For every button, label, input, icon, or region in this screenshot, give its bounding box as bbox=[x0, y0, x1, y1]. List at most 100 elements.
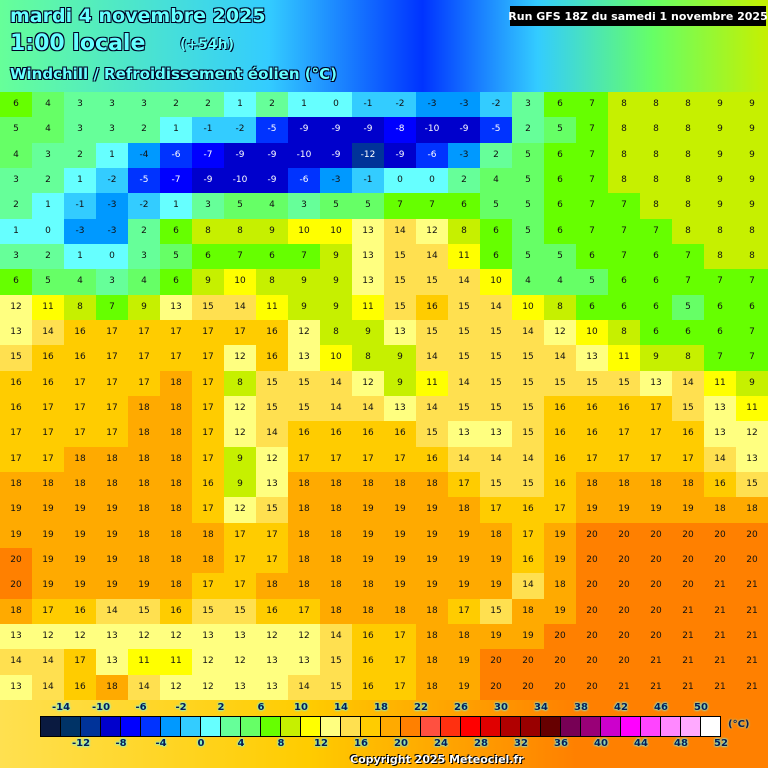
grid-value: 15 bbox=[192, 598, 224, 624]
grid-value: 5 bbox=[352, 193, 384, 219]
grid-value: 5 bbox=[512, 142, 544, 168]
grid-value: 20 bbox=[640, 598, 672, 624]
grid-value: 18 bbox=[192, 548, 224, 574]
grid-value: 4 bbox=[512, 269, 544, 295]
grid-value: 17 bbox=[128, 320, 160, 346]
grid-value: 4 bbox=[0, 142, 32, 168]
grid-value: 17 bbox=[128, 370, 160, 396]
grid-value: 14 bbox=[480, 446, 512, 472]
grid-value: 18 bbox=[0, 598, 32, 624]
grid-value: -10 bbox=[224, 168, 256, 194]
grid-value: 8 bbox=[672, 193, 704, 219]
grid-value: 15 bbox=[320, 674, 352, 700]
grid-value: 15 bbox=[256, 396, 288, 422]
grid-value: 5 bbox=[672, 294, 704, 320]
grid-value: 20 bbox=[608, 624, 640, 650]
grid-value: 14 bbox=[512, 446, 544, 472]
grid-value: 20 bbox=[640, 522, 672, 548]
grid-value: 13 bbox=[288, 345, 320, 371]
grid-value: 20 bbox=[576, 649, 608, 675]
grid-value: 17 bbox=[128, 345, 160, 371]
grid-value: 18 bbox=[128, 396, 160, 422]
grid-value: 20 bbox=[704, 548, 736, 574]
grid-value: -9 bbox=[288, 117, 320, 143]
grid-value: 18 bbox=[160, 522, 192, 548]
grid-value: 14 bbox=[416, 345, 448, 371]
grid-value: 8 bbox=[672, 117, 704, 143]
grid-value: 16 bbox=[704, 472, 736, 498]
grid-value: 17 bbox=[192, 345, 224, 371]
grid-value: 7 bbox=[736, 269, 768, 295]
grid-value: 6 bbox=[640, 320, 672, 346]
grid-value: 20 bbox=[736, 522, 768, 548]
grid-value: 0 bbox=[320, 92, 352, 118]
grid-value: 6 bbox=[704, 294, 736, 320]
grid-value: 15 bbox=[576, 370, 608, 396]
grid-value: -5 bbox=[256, 117, 288, 143]
grid-value: 3 bbox=[96, 92, 128, 118]
legend-swatch bbox=[561, 717, 581, 736]
legend-tick-label: 8 bbox=[277, 738, 285, 749]
legend-swatch bbox=[141, 717, 161, 736]
grid-value: 13 bbox=[288, 649, 320, 675]
grid-value: 9 bbox=[320, 269, 352, 295]
grid-value: 8 bbox=[256, 269, 288, 295]
grid-value: 3 bbox=[64, 92, 96, 118]
legend-swatch bbox=[621, 717, 641, 736]
grid-value: 18 bbox=[128, 446, 160, 472]
grid-value: 5 bbox=[512, 193, 544, 219]
legend-swatch bbox=[61, 717, 81, 736]
grid-value: 6 bbox=[160, 218, 192, 244]
grid-value: 1 bbox=[96, 142, 128, 168]
grid-value: 9 bbox=[224, 472, 256, 498]
grid-value: 1 bbox=[64, 168, 96, 194]
grid-value: 20 bbox=[672, 522, 704, 548]
grid-value: 17 bbox=[608, 446, 640, 472]
legend-tick-label: 24 bbox=[434, 738, 448, 749]
grid-value: 19 bbox=[352, 497, 384, 523]
grid-value: 8 bbox=[224, 218, 256, 244]
grid-value: 20 bbox=[608, 548, 640, 574]
grid-value: 13 bbox=[0, 624, 32, 650]
grid-value: 19 bbox=[544, 598, 576, 624]
grid-value: 17 bbox=[192, 497, 224, 523]
grid-value: 12 bbox=[224, 649, 256, 675]
forecast-time: 1:00 locale bbox=[10, 31, 146, 56]
grid-value: -6 bbox=[160, 142, 192, 168]
grid-value: 17 bbox=[384, 649, 416, 675]
grid-value: 1 bbox=[160, 193, 192, 219]
grid-value: 16 bbox=[32, 345, 64, 371]
grid-value: 5 bbox=[32, 269, 64, 295]
grid-value: 0 bbox=[96, 244, 128, 270]
grid-value: 17 bbox=[512, 522, 544, 548]
legend-tick-label: 48 bbox=[674, 738, 688, 749]
grid-value: 17 bbox=[32, 396, 64, 422]
grid-value: 6 bbox=[160, 269, 192, 295]
grid-value: 10 bbox=[576, 320, 608, 346]
grid-value: 17 bbox=[640, 421, 672, 447]
grid-value: 17 bbox=[672, 446, 704, 472]
legend-tick-label: 30 bbox=[494, 702, 508, 713]
grid-value: 17 bbox=[32, 421, 64, 447]
grid-value: 14 bbox=[448, 370, 480, 396]
grid-value: 13 bbox=[224, 674, 256, 700]
grid-value: 18 bbox=[64, 472, 96, 498]
grid-value: 6 bbox=[640, 269, 672, 295]
grid-value: 14 bbox=[384, 218, 416, 244]
grid-value: 21 bbox=[704, 624, 736, 650]
grid-value: 17 bbox=[64, 396, 96, 422]
grid-value: 19 bbox=[96, 573, 128, 599]
grid-value: 9 bbox=[384, 345, 416, 371]
grid-value: 18 bbox=[32, 472, 64, 498]
grid-value: 18 bbox=[608, 472, 640, 498]
grid-value: 19 bbox=[416, 497, 448, 523]
grid-value: 3 bbox=[512, 92, 544, 118]
grid-value: 6 bbox=[608, 269, 640, 295]
grid-value: 17 bbox=[224, 522, 256, 548]
grid-value: 18 bbox=[96, 446, 128, 472]
legend-swatch bbox=[281, 717, 301, 736]
grid-value: -9 bbox=[320, 142, 352, 168]
grid-value: 18 bbox=[416, 674, 448, 700]
grid-value: 21 bbox=[736, 624, 768, 650]
grid-value: 10 bbox=[224, 269, 256, 295]
